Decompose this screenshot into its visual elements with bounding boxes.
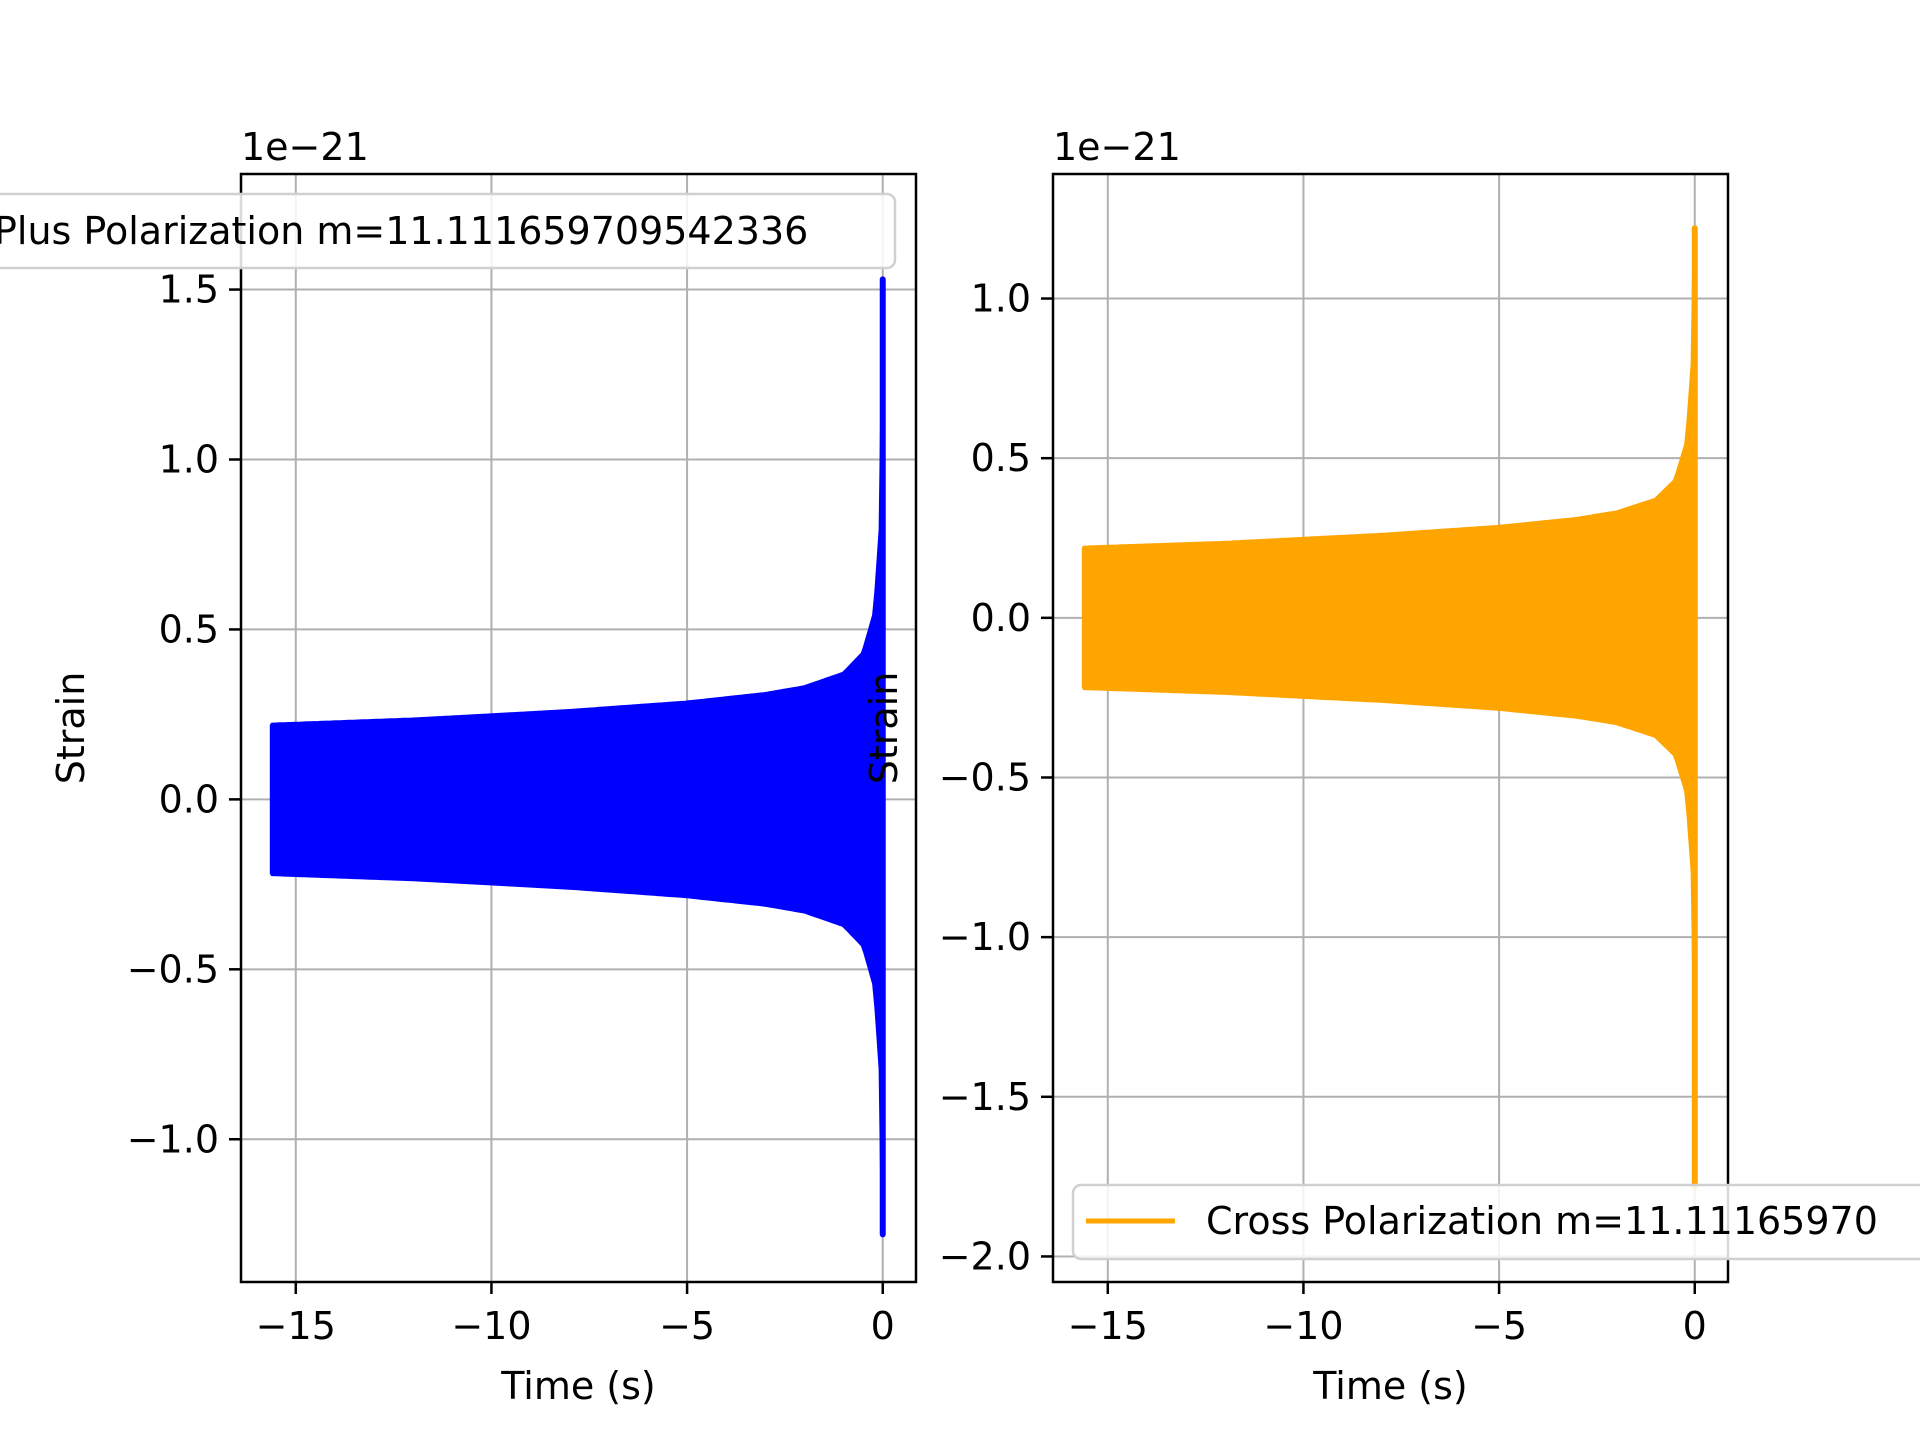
- offset-label: 1e−21: [1053, 125, 1181, 169]
- y-tick-label: −1.0: [939, 915, 1031, 959]
- y-axis-label: Strain: [49, 672, 93, 785]
- y-tick-label: −0.5: [127, 947, 219, 991]
- x-tick-label: −15: [1068, 1304, 1148, 1348]
- x-tick-label: −10: [451, 1304, 531, 1348]
- y-tick-label: 1.0: [971, 277, 1031, 321]
- legend: Plus Polarization m=11.111659709542336: [0, 192, 897, 270]
- offset-label: 1e−21: [241, 125, 369, 169]
- y-tick-label: −1.0: [127, 1117, 219, 1161]
- y-tick-label: −1.5: [939, 1075, 1031, 1119]
- legend-box: [0, 192, 897, 270]
- series-1: [269, 276, 886, 1238]
- x-tick-label: −15: [256, 1304, 336, 1348]
- y-tick-label: 0.5: [971, 436, 1031, 480]
- series-waveform: [1082, 226, 1697, 1010]
- y-tick-label: 0.0: [971, 596, 1031, 640]
- axes-frame: [239, 172, 918, 1284]
- legend-box: [1071, 1183, 1920, 1261]
- legend-label: Plus Polarization m=11.111659709542336: [0, 209, 808, 253]
- y-tick-label: −0.5: [939, 755, 1031, 799]
- y-tick-label: 1.0: [159, 437, 219, 481]
- y-tick-label: 0.0: [159, 777, 219, 821]
- series-1: [1081, 225, 1698, 1190]
- series-waveform: [270, 372, 885, 1227]
- y-tick-label: 1.5: [159, 268, 219, 312]
- x-axis-label: Time (s): [500, 1364, 656, 1408]
- x-tick-label: −5: [659, 1304, 715, 1348]
- y-tick-label: −2.0: [939, 1234, 1031, 1278]
- axes-frame: [1051, 172, 1730, 1284]
- y-tick-label: 0.5: [159, 607, 219, 651]
- y-axis-label: Strain: [862, 672, 906, 785]
- x-tick-label: −5: [1471, 1304, 1527, 1348]
- legend-label: Cross Polarization m=11.11165970: [1206, 1199, 1878, 1243]
- chart-1: −15 −10 −5 0 −1.0 −0.5 0.0 0.5 1.0 1.5 Time (s) Str…: [0, 125, 918, 1408]
- chart-2: −15 −10 −5 0 −2.0 −1.5 −1.0 −0.5 0.0 0.5 1.0 Time (…: [862, 125, 1920, 1408]
- x-tick-label: 0: [1683, 1304, 1707, 1348]
- x-axis-label: Time (s): [1312, 1364, 1468, 1408]
- legend: Cross Polarization m=11.11165970: [1071, 1183, 1920, 1261]
- x-tick-label: 0: [871, 1304, 895, 1348]
- x-tick-label: −10: [1263, 1304, 1343, 1348]
